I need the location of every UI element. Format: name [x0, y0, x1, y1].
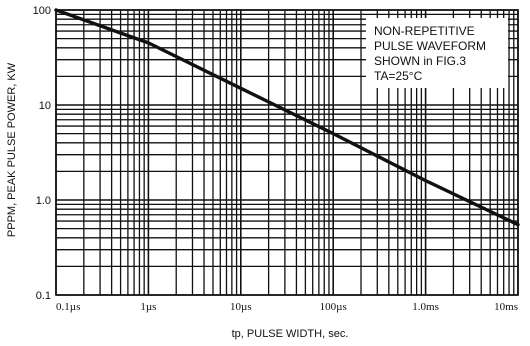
x-tick-label: 1.0ms	[412, 301, 439, 313]
y-tick-label: 1.0	[36, 195, 51, 207]
annotation-line-2: PULSE WAVEFORM	[374, 39, 486, 53]
grid-minor-lines	[56, 10, 518, 295]
plot-frame	[55, 9, 519, 296]
y-tick-label: 10	[39, 100, 51, 112]
annotation-line-3: SHOWN in FIG.3	[374, 54, 466, 68]
y-tick-label: 100	[33, 5, 51, 17]
y-axis-ticks: 0.1 1.0 10 100	[33, 5, 51, 302]
x-tick-label: 100µs	[320, 301, 347, 313]
x-axis-ticks: 0.1µs 1µs 10µs 100µs 1.0ms 10ms	[56, 301, 518, 313]
x-tick-label: 0.1µs	[56, 301, 80, 313]
series-line	[54, 8, 520, 227]
y-axis-label: PPPM, PEAK PULSE POWER, KW	[6, 62, 18, 237]
x-axis-label: tp, PULSE WIDTH, sec.	[232, 328, 349, 340]
annotation-box	[366, 18, 508, 88]
y-tick-label: 0.1	[36, 290, 51, 302]
x-tick-label: 1µs	[140, 301, 156, 313]
x-tick-label: 10µs	[230, 301, 252, 313]
annotation-line-1: NON-REPETITIVE	[374, 24, 475, 38]
x-tick-label: 10ms	[494, 301, 518, 313]
annotation-line-4: TA=25°C	[374, 69, 423, 83]
